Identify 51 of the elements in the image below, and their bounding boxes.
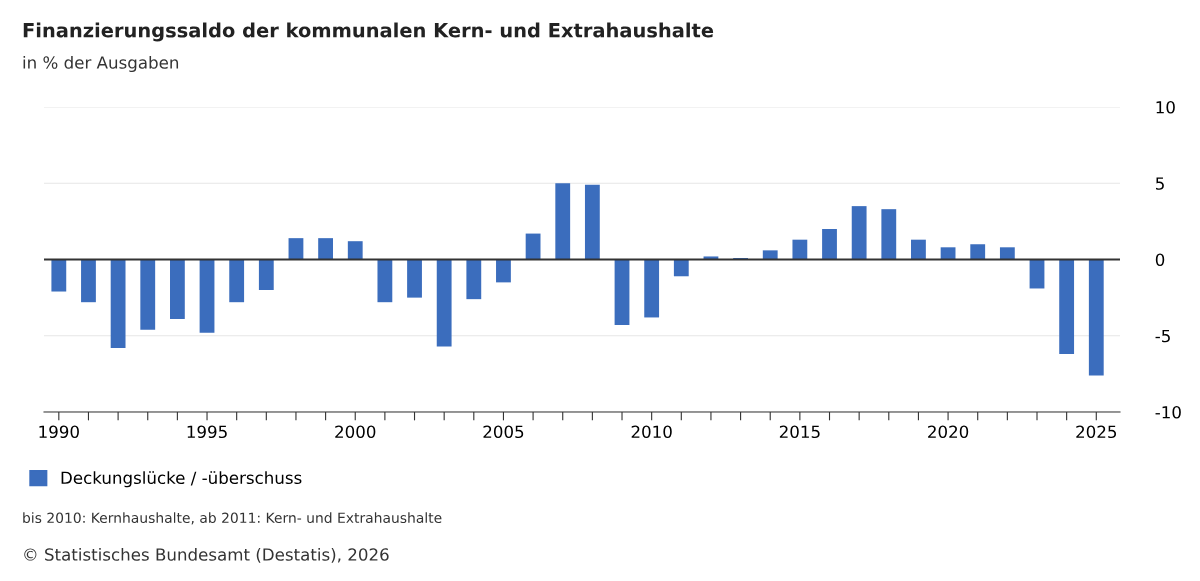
- x-tick-label: 2000: [335, 425, 376, 439]
- y-tick-label: 0: [1155, 253, 1165, 267]
- bar: [940, 247, 956, 260]
- bar: [644, 259, 660, 318]
- bar: [436, 259, 452, 347]
- y-tick-label: -10: [1155, 405, 1181, 419]
- bar: [466, 259, 482, 300]
- bar: [851, 206, 867, 260]
- bar: [999, 247, 1015, 260]
- bar: [822, 229, 837, 260]
- bar: [496, 259, 511, 283]
- bar: [318, 238, 334, 260]
- bar: [970, 244, 986, 260]
- bar: [377, 259, 393, 303]
- x-tick-label: 1995: [187, 425, 227, 439]
- bar: [347, 241, 363, 260]
- chart-subtitle: in % der Ausgaben: [23, 55, 179, 73]
- x-tick-label: 2020: [928, 425, 969, 439]
- x-tick-label: 1990: [39, 425, 79, 439]
- chart-title: Finanzierungssaldo der kommunalen Kern- und Extrahaushalte: [23, 22, 714, 42]
- bar: [140, 259, 156, 330]
- bar: [911, 239, 926, 260]
- bar: [229, 259, 245, 303]
- bar: [614, 259, 630, 326]
- x-tick-label: 2005: [483, 425, 524, 439]
- text: bis 2010: Kernhaushalte, ab 2011: Kern- und Extrahaushalte: [23, 512, 442, 525]
- y-tick-label: -5: [1155, 329, 1170, 343]
- bar: [881, 209, 897, 260]
- x-tick-label: 2015: [779, 425, 820, 439]
- bar: [1059, 259, 1075, 355]
- bar: [1088, 259, 1104, 376]
- bar: [110, 259, 126, 348]
- bar: [51, 259, 67, 292]
- bar: [169, 259, 185, 319]
- y-tick-label: 5: [1156, 177, 1164, 190]
- bar: [525, 233, 541, 260]
- bar: [199, 259, 215, 333]
- x-tick-label: 2010: [631, 425, 672, 439]
- legend-label: Deckungslücke / -überschuss: [61, 471, 302, 488]
- bar: [258, 259, 274, 290]
- bar: [288, 238, 304, 260]
- bar: [1029, 259, 1045, 289]
- bar: [407, 259, 422, 298]
- bar: [81, 259, 96, 303]
- bar: [792, 239, 808, 260]
- text: © Statistisches Bundesamt (Destatis), 2026: [24, 547, 389, 563]
- bar: [555, 183, 571, 260]
- bar: [584, 184, 600, 260]
- x-tick-label: 2025: [1076, 425, 1117, 439]
- y-tick-label: 10: [1156, 100, 1175, 114]
- bar: [673, 259, 689, 277]
